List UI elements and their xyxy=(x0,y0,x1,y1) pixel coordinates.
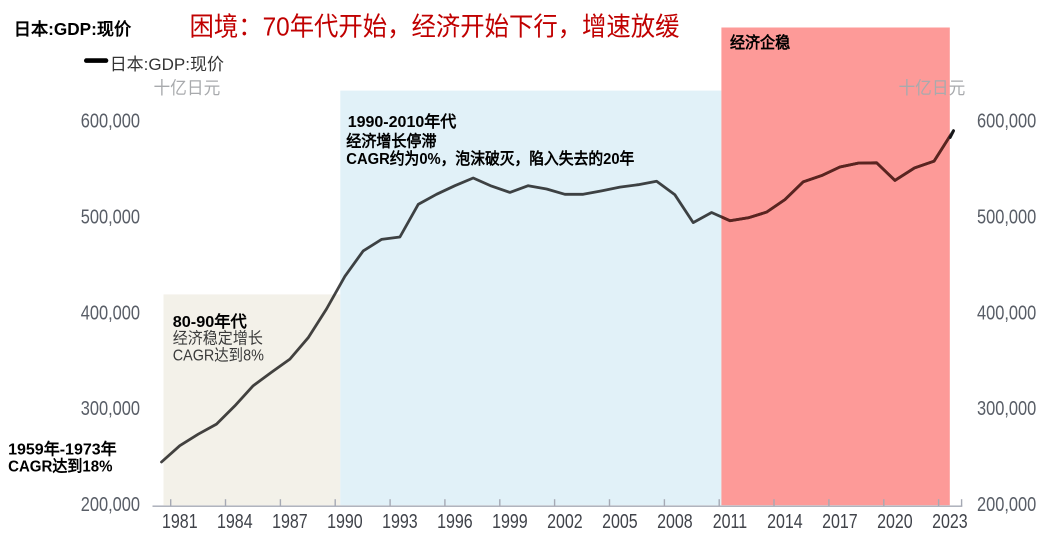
svg-text:300,000: 300,000 xyxy=(81,396,140,419)
svg-text:500,000: 500,000 xyxy=(81,205,140,228)
svg-text:CAGR约为0%，泡沫破灭，陷入失去的20年: CAGR约为0%，泡沫破灭，陷入失去的20年 xyxy=(346,149,634,169)
svg-text:1959年-1973年: 1959年-1973年 xyxy=(8,439,117,459)
svg-text:300,000: 300,000 xyxy=(977,396,1036,419)
svg-text:CAGR达到8%: CAGR达到8% xyxy=(173,346,264,365)
svg-text:200,000: 200,000 xyxy=(81,492,140,515)
svg-text:400,000: 400,000 xyxy=(977,301,1036,324)
svg-text:CAGR达到18%: CAGR达到18% xyxy=(8,456,113,476)
svg-text:2008: 2008 xyxy=(657,510,693,532)
svg-text:2023: 2023 xyxy=(932,510,968,532)
svg-text:日本:GDP:现价: 日本:GDP:现价 xyxy=(14,19,132,39)
svg-text:2020: 2020 xyxy=(877,510,913,532)
svg-text:2017: 2017 xyxy=(822,510,858,532)
svg-text:2011: 2011 xyxy=(713,510,747,532)
svg-text:1996: 1996 xyxy=(437,510,473,532)
svg-text:1990-2010年代: 1990-2010年代 xyxy=(348,111,457,131)
svg-text:十亿日元: 十亿日元 xyxy=(153,78,220,97)
svg-text:200,000: 200,000 xyxy=(977,492,1036,515)
svg-text:日本:GDP:现价: 日本:GDP:现价 xyxy=(110,55,224,74)
svg-text:困境：70年代开始，经济开始下行，增速放缓: 困境：70年代开始，经济开始下行，增速放缓 xyxy=(190,13,680,42)
svg-text:1987: 1987 xyxy=(272,510,308,532)
svg-text:十亿日元: 十亿日元 xyxy=(898,78,965,97)
svg-text:1999: 1999 xyxy=(492,510,528,532)
svg-text:500,000: 500,000 xyxy=(977,205,1036,228)
svg-text:400,000: 400,000 xyxy=(81,301,140,324)
svg-text:2014: 2014 xyxy=(767,510,803,532)
svg-text:1984: 1984 xyxy=(217,510,253,532)
svg-text:经济企稳: 经济企稳 xyxy=(730,32,791,52)
svg-text:经济增长停滞: 经济增长停滞 xyxy=(346,131,437,151)
svg-text:2005: 2005 xyxy=(602,510,638,532)
svg-text:600,000: 600,000 xyxy=(81,109,140,132)
svg-text:1981: 1981 xyxy=(162,510,198,532)
svg-text:经济稳定增长: 经济稳定增长 xyxy=(173,329,263,348)
svg-text:1990: 1990 xyxy=(327,510,363,532)
svg-text:600,000: 600,000 xyxy=(977,109,1036,132)
svg-text:1993: 1993 xyxy=(382,510,418,532)
svg-text:2002: 2002 xyxy=(547,510,583,532)
svg-text:80-90年代: 80-90年代 xyxy=(173,312,248,332)
